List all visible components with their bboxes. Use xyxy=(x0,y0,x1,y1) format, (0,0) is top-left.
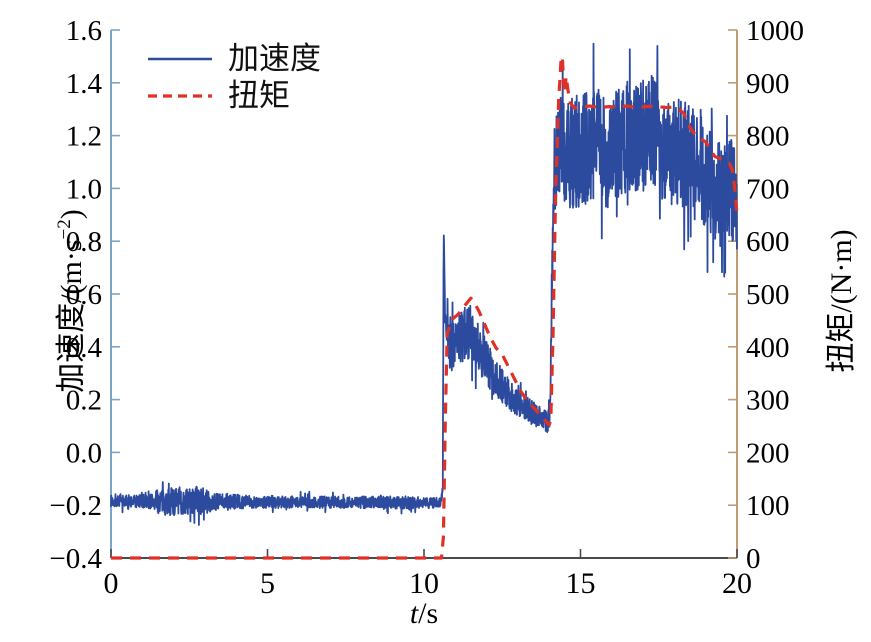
y-axis-label-left: 加速度/(m·s−2) xyxy=(46,151,90,451)
left-axis-tick-label: 0.6 xyxy=(66,279,102,311)
left-axis-tick-label: 1.6 xyxy=(66,15,102,47)
left-axis-tick-label: 1.2 xyxy=(66,121,102,153)
x-axis-tick-label: 10 xyxy=(409,567,439,600)
x-axis-tick-label: 20 xyxy=(722,567,752,600)
right-axis-tick-label: 500 xyxy=(746,279,790,311)
legend-line-dashed-icon xyxy=(148,93,212,98)
left-axis-tick-label: 0.8 xyxy=(66,226,102,258)
right-axis-tick-label: 300 xyxy=(746,385,790,417)
y-axis-label-left-exponent: −2 xyxy=(54,219,75,240)
y-axis-label-left-close: ) xyxy=(55,209,88,220)
right-axis-tick-label: 600 xyxy=(746,226,790,258)
legend: 加速度 扭矩 xyxy=(146,40,321,114)
right-axis-tick-label: 800 xyxy=(746,121,790,153)
left-axis-tick-label: 1.0 xyxy=(66,173,102,205)
x-axis-tick-label: 5 xyxy=(260,567,275,600)
right-axis-tick-label: 400 xyxy=(746,332,790,364)
left-axis-tick-label: −0.2 xyxy=(49,490,102,522)
left-axis-tick-label: 1.4 xyxy=(66,68,103,100)
legend-item-acceleration: 加速度 xyxy=(146,40,321,77)
legend-line-solid-icon xyxy=(148,57,212,60)
left-axis-tick-label: 0.0 xyxy=(66,437,102,469)
right-axis-tick-label: 100 xyxy=(746,490,790,522)
right-axis-tick-label: 700 xyxy=(746,173,790,205)
right-axis-tick-label: 1000 xyxy=(746,15,804,47)
torque-line xyxy=(111,54,739,560)
left-axis-tick-label: 0.4 xyxy=(66,332,103,364)
x-axis-tick-label: 15 xyxy=(566,567,596,600)
legend-item-torque: 扭矩 xyxy=(146,77,321,114)
x-axis-label: t/s xyxy=(374,597,474,631)
right-axis-tick-label: 200 xyxy=(746,437,790,469)
legend-label-acceleration: 加速度 xyxy=(228,41,321,76)
right-axis-tick-label: 900 xyxy=(746,68,790,100)
right-axis-tick-label: 0 xyxy=(746,543,761,575)
y-axis-label-left-text: 加速度/(m·s xyxy=(55,239,88,393)
y-axis-label-right: 扭矩/(N·m) xyxy=(825,229,858,373)
legend-label-torque: 扭矩 xyxy=(228,78,290,113)
acceleration-line xyxy=(110,42,738,526)
x-axis-label-variable: t xyxy=(409,597,419,630)
x-axis-tick-label: 0 xyxy=(104,567,119,600)
left-axis-tick-label: −0.4 xyxy=(49,543,102,575)
left-axis-tick-label: 0.2 xyxy=(66,385,102,417)
x-axis-label-unit: /s xyxy=(418,597,439,630)
